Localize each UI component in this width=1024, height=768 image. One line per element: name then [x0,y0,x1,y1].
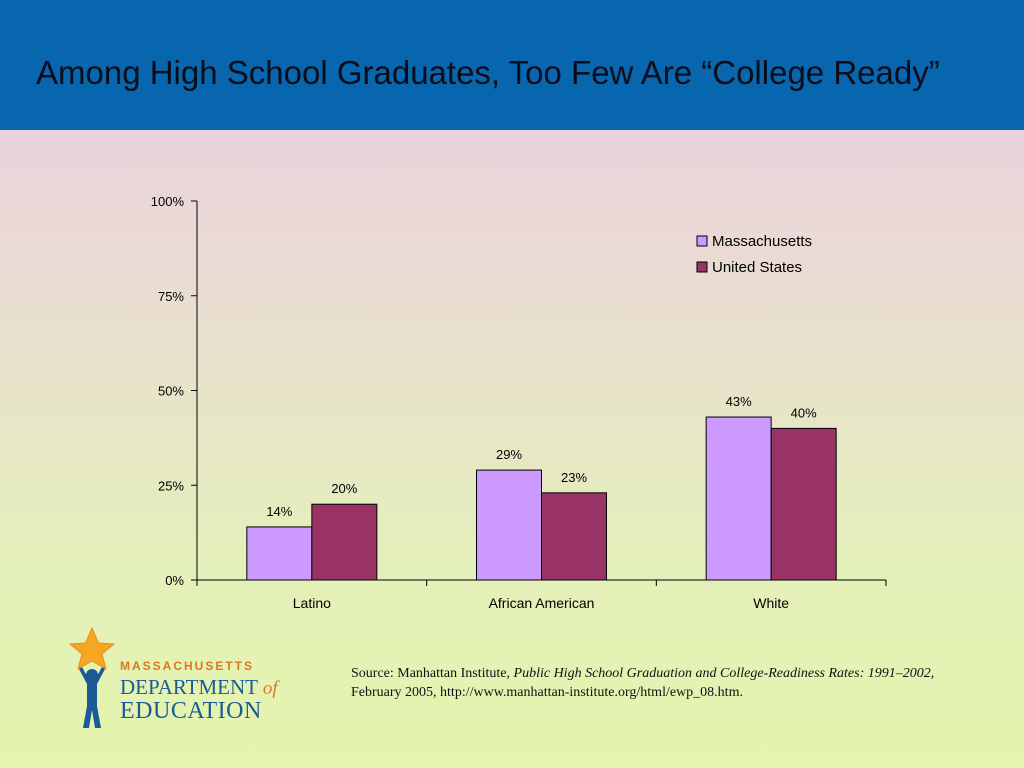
bar-united-states [770,427,837,581]
data-label: 14% [266,504,292,519]
data-label: 23% [561,470,587,485]
bar-massachusetts [705,416,772,581]
bar-massachusetts [246,526,313,581]
source-publication-title: Public High School Graduation and Colleg… [513,666,931,681]
x-tick-label: Latino [293,595,331,611]
source-suffix: , February 2005, http://www.manhattan-in… [351,666,935,700]
logo-line-education: EDUCATION [120,698,262,724]
y-tick-label: 100% [151,194,185,209]
x-tick-label: White [753,595,789,611]
logo-figure-icon [68,626,116,728]
logo-line-state: MASSACHUSETTS [120,659,255,673]
data-label: 20% [331,481,357,496]
legend-swatch [696,261,708,273]
y-tick-label: 50% [158,384,184,399]
bar-united-states [311,503,378,581]
logo-line-of: of [262,678,278,699]
logo-wordmark: MASSACHUSETTS DEPARTMENT of EDUCATION [120,660,278,723]
slide-title: Among High School Graduates, Too Few Are… [36,54,940,91]
bar-massachusetts [476,469,542,581]
logo-line-department: DEPARTMENT [120,675,258,699]
y-tick-label: 75% [158,289,184,304]
y-tick-label: 0% [165,573,184,588]
bar-united-states [541,492,607,581]
data-label: 43% [726,394,752,409]
legend-label: Massachusetts [712,233,812,250]
source-prefix: Source: Manhattan Institute [351,666,507,681]
y-tick-label: 25% [158,478,184,493]
data-label: 29% [496,447,522,462]
header-banner: Among High School Graduates, Too Few Are… [0,0,1024,130]
legend-swatch [696,235,708,247]
source-citation: Source: Manhattan Institute, Public High… [351,666,935,700]
legend-label: United States [712,259,802,276]
x-tick-label: African American [489,595,595,611]
data-label: 40% [791,405,817,420]
